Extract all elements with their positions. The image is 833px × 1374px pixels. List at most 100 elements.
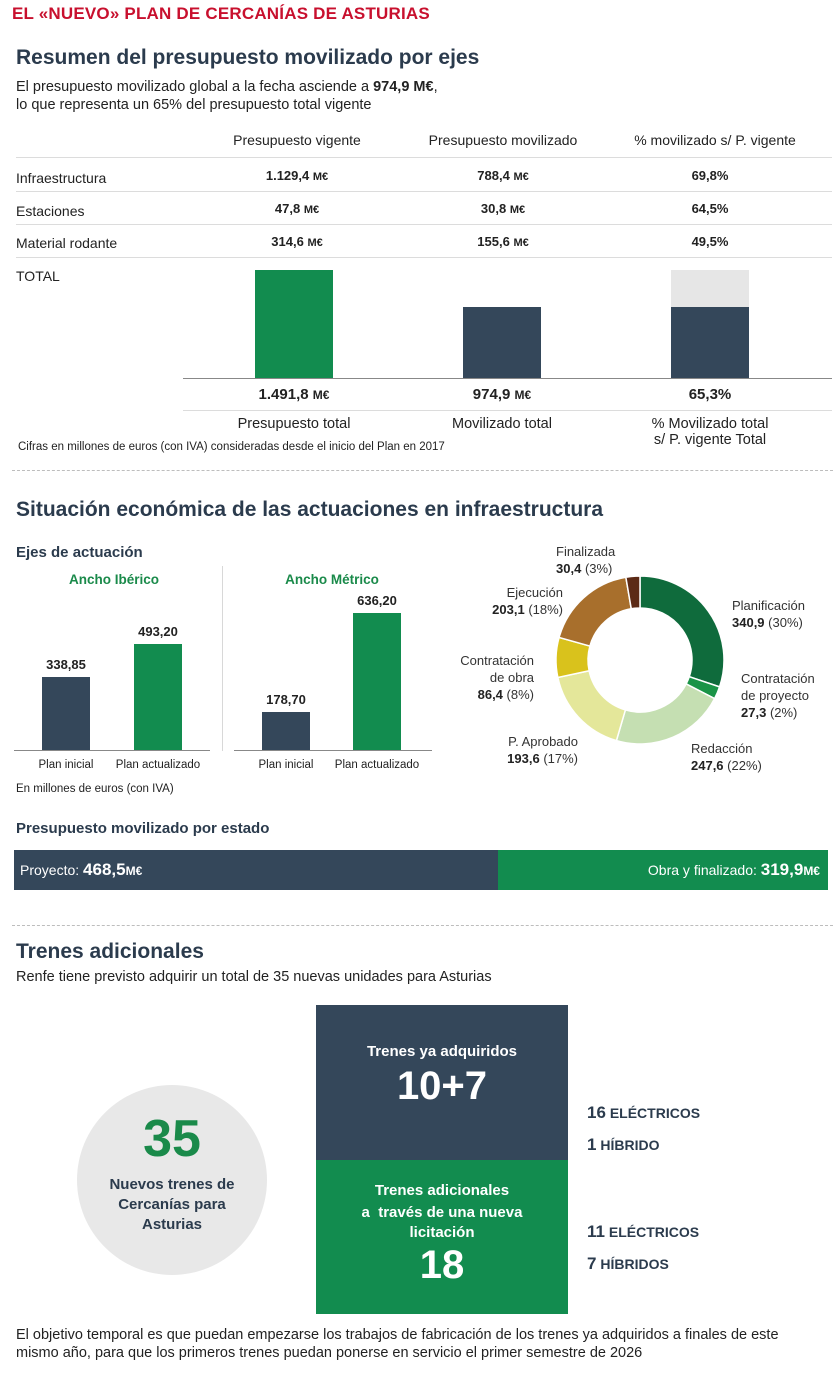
box2-line: Trenes adicionales: [374, 1182, 510, 1199]
slice-pct: (17%): [543, 751, 578, 766]
section1-subtitle-line1: El presupuesto movilizado global a la fe…: [16, 78, 438, 96]
donut-label-planificacion: Planificación 340,9 (30%): [732, 597, 805, 631]
unit: M€: [125, 864, 143, 878]
unit: M€: [803, 864, 820, 878]
cell-vigente: 1.129,4 M€: [265, 168, 329, 183]
col-header-vigente: Presupuesto vigente: [233, 132, 361, 148]
slice-value: 247,6: [691, 758, 724, 773]
iberico-baseline: [14, 750, 210, 751]
section1-subtitle-line2: lo que representa un 65% del presupuesto…: [16, 97, 372, 113]
side-type: ELÉCTRICOS: [608, 1224, 700, 1240]
side-type: HÍBRIDO: [600, 1137, 660, 1153]
subtitle-text: El presupuesto movilizado global a la fe…: [16, 79, 374, 95]
closing-line: El objetivo temporal es que puedan empez…: [16, 1327, 779, 1343]
slice-name: P. Aprobado: [508, 734, 578, 749]
row-label-estaciones: Estaciones: [16, 203, 85, 219]
slice-value: 340,9: [732, 615, 765, 630]
total-value-pct: 65,3%: [688, 386, 732, 403]
bar-movilizado-total: [463, 307, 541, 378]
slice-pct: (18%): [528, 602, 563, 617]
donut-label-ejecucion: Ejecución 203,1 (18%): [487, 584, 563, 618]
label-iberico-plan-actualizado: 493,20: [138, 623, 178, 639]
chart-separator: [222, 566, 223, 751]
bar-pct-movilizado: [671, 307, 749, 378]
closing-text: El objetivo temporal es que puedan empez…: [16, 1326, 826, 1362]
slice-value: 27,3: [741, 705, 767, 720]
section3-subtitle: Renfe tiene previsto adquirir un total d…: [16, 969, 492, 985]
bar-metrico-plan-actualizado: [353, 613, 401, 750]
slice-pct: (3%): [584, 561, 613, 576]
circle-line: Asturias: [141, 1216, 203, 1233]
chart-title-iberico: Ancho Ibérico: [68, 572, 159, 587]
chart-title-metrico: Ancho Métrico: [285, 572, 379, 587]
section2-footnote: En millones de euros (con IVA): [16, 783, 174, 795]
proyecto-label: Proyecto:: [20, 862, 80, 878]
ejes-title: Ejes de actuación: [16, 544, 143, 561]
total-baseline: [183, 378, 832, 379]
section3-title: Trenes adicionales: [16, 940, 204, 963]
slice-value: 193,6: [507, 751, 540, 766]
side-list-1: 16 ELÉCTRICOS 1 HÍBRIDO: [587, 1097, 700, 1161]
circle-line: Nuevos trenes de: [109, 1176, 235, 1193]
cell-vigente: 314,6 M€: [271, 234, 323, 249]
kicker-title: EL «NUEVO» PLAN DE CERCANÍAS DE ASTURIAS: [12, 4, 430, 23]
bar-metrico-plan-inicial: [262, 711, 310, 750]
slice-name: Ejecución: [506, 585, 563, 600]
donut-slice-0: [639, 575, 725, 688]
cell-movilizado: 155,6 M€: [477, 234, 529, 249]
col-header-pct: % movilizado s/ P. vigente: [634, 132, 796, 148]
proyecto-value: 468,5: [83, 860, 126, 879]
circle-text: Nuevos trenes de Cercanías para Asturias: [77, 1175, 267, 1235]
caption-presupuesto-total: Presupuesto total: [237, 416, 351, 432]
section-divider: [12, 470, 833, 471]
bar-obra-finalizado: Obra y finalizado: 319,9M€: [497, 850, 828, 890]
slice-pct: (2%): [769, 705, 798, 720]
label-metrico-plan-inicial: 178,70: [266, 691, 306, 707]
divider: [16, 157, 832, 158]
total-value-movilizado: 974,9 M€: [472, 386, 532, 403]
box2-title: Trenes adicionales a través de una nueva…: [316, 1180, 568, 1242]
box1-value: 10+7: [396, 1064, 488, 1108]
donut-chart: [555, 575, 725, 745]
bar-presupuesto-total: [255, 270, 333, 378]
box1-title: Trenes ya adquiridos: [366, 1043, 518, 1060]
subtitle-comma: ,: [433, 79, 438, 95]
cell-movilizado: 30,8 M€: [480, 201, 526, 216]
divider: [16, 224, 832, 225]
donut-label-redaccion: Redacción 247,6 (22%): [691, 740, 762, 774]
side-count: 7: [587, 1254, 597, 1273]
caption-line: % Movilizado total: [651, 416, 769, 432]
caption-movilizado-total: Movilizado total: [452, 416, 552, 432]
slice-name: Finalizada: [556, 544, 616, 559]
bar-iberico-plan-inicial: [42, 677, 90, 750]
caption-line: s/ P. vigente Total: [653, 432, 767, 448]
section2-title: Situación económica de las actuaciones e…: [16, 498, 604, 521]
slice-pct: (22%): [727, 758, 762, 773]
section1-title: Resumen del presupuesto movilizado por e…: [16, 46, 480, 69]
circle-line: Cercanías para: [118, 1196, 226, 1213]
divider: [16, 191, 832, 192]
slice-value: 30,4: [556, 561, 582, 576]
xlabel-plan-inicial: Plan inicial: [258, 759, 314, 771]
bar-iberico-plan-actualizado: [134, 643, 182, 750]
side-type: ELÉCTRICOS: [609, 1105, 701, 1121]
side-count: 16: [587, 1103, 606, 1122]
cell-pct: 69,8%: [691, 168, 729, 183]
xlabel-plan-actualizado: Plan actualizado: [334, 759, 420, 771]
divider: [183, 410, 832, 411]
donut-slice-6: [624, 575, 641, 610]
slice-pct: (30%): [768, 615, 803, 630]
side-count: 1: [587, 1135, 597, 1154]
obra-value: 319,9: [760, 860, 804, 879]
obra-label: Obra y finalizado:: [647, 862, 757, 878]
donut-slice-5: [558, 576, 633, 647]
xlabel-plan-inicial: Plan inicial: [38, 759, 94, 771]
total-value-presupuesto: 1.491,8 M€: [258, 386, 330, 403]
subtitle-bold-value: 974,9 M€: [373, 79, 434, 95]
side-type: HÍBRIDOS: [600, 1256, 669, 1272]
box2-line: a través de una nueva: [361, 1204, 523, 1221]
divider: [16, 257, 832, 258]
donut-label-contratacion-obra: Contratación de obra 86,4 (8%): [460, 653, 534, 702]
donut-slice-2: [615, 682, 716, 745]
slice-name: Planificación: [732, 598, 805, 613]
